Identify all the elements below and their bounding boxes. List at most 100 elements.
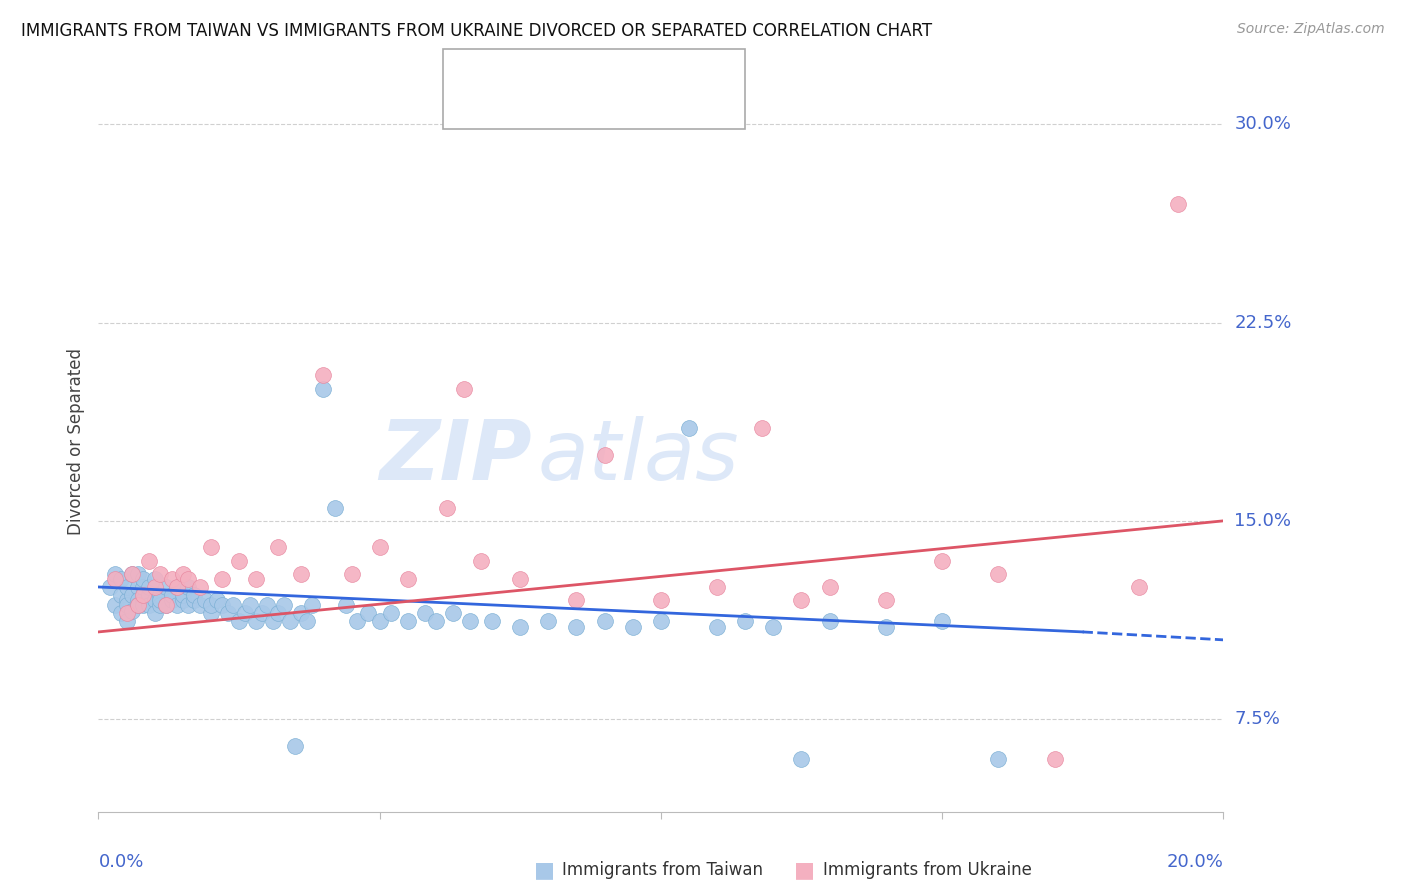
Point (222, 599, 245, 613)
Text: 22.5%: 22.5% (1234, 314, 1292, 332)
Text: ■: ■ (794, 860, 815, 880)
Point (132, 599, 155, 613)
Point (1128, 580, 1150, 594)
Point (143, 580, 166, 594)
Point (790, 752, 813, 766)
Point (155, 580, 177, 594)
Point (121, 604, 143, 618)
Text: 0.0%: 0.0% (98, 854, 143, 871)
Text: Source: ZipAtlas.com: Source: ZipAtlas.com (1237, 22, 1385, 37)
Point (931, 615, 953, 629)
Point (127, 593, 149, 607)
Point (143, 593, 166, 607)
Point (115, 607, 138, 621)
Point (200, 599, 222, 613)
Point (273, 599, 295, 613)
Point (110, 607, 132, 621)
Point (470, 553, 492, 567)
Point (200, 541, 222, 555)
Point (233, 607, 256, 621)
Point (228, 615, 250, 629)
Point (301, 599, 323, 613)
Point (211, 572, 233, 586)
Point (368, 541, 391, 555)
Point (425, 615, 447, 629)
Point (593, 615, 616, 629)
Point (160, 593, 183, 607)
Text: 30.0%: 30.0% (1234, 115, 1291, 133)
Point (323, 500, 346, 515)
Point (127, 599, 149, 613)
Point (160, 572, 183, 586)
Point (115, 615, 138, 629)
Point (127, 599, 149, 613)
Point (262, 615, 284, 629)
Point (441, 607, 464, 621)
Point (110, 572, 132, 586)
Point (453, 382, 475, 396)
Point (228, 553, 250, 567)
Point (436, 500, 458, 515)
Point (295, 615, 318, 629)
Point (706, 620, 728, 634)
Point (396, 615, 419, 629)
Point (115, 599, 138, 613)
Point (565, 620, 588, 634)
Point (104, 599, 127, 613)
Text: R =  0.269   N = 41: R = 0.269 N = 41 (485, 100, 692, 119)
Point (509, 620, 531, 634)
Point (104, 566, 127, 581)
Point (155, 599, 177, 613)
Point (509, 572, 531, 586)
Point (734, 615, 756, 629)
Point (149, 588, 172, 602)
Point (132, 588, 155, 602)
Point (138, 588, 160, 602)
Point (565, 593, 588, 607)
Point (138, 553, 160, 567)
Point (593, 448, 616, 462)
Text: ■: ■ (457, 100, 475, 119)
Point (239, 599, 262, 613)
Point (1043, 752, 1066, 766)
Point (312, 382, 335, 396)
Point (380, 607, 402, 621)
Point (818, 580, 841, 594)
Point (396, 572, 419, 586)
Point (121, 588, 143, 602)
Point (177, 599, 200, 613)
Point (127, 580, 149, 594)
Point (149, 566, 172, 581)
Point (481, 615, 503, 629)
Point (284, 739, 307, 753)
Point (132, 572, 155, 586)
Point (706, 580, 728, 594)
Point (245, 572, 267, 586)
Point (98, 580, 121, 594)
Point (413, 607, 436, 621)
Point (875, 620, 897, 634)
Text: ZIP: ZIP (378, 416, 531, 497)
Point (143, 572, 166, 586)
Point (621, 620, 644, 634)
Point (177, 580, 200, 594)
Point (138, 580, 160, 594)
Y-axis label: Divorced or Separated: Divorced or Separated (66, 348, 84, 535)
Point (790, 593, 813, 607)
Point (245, 615, 267, 629)
Point (149, 593, 172, 607)
Text: IMMIGRANTS FROM TAIWAN VS IMMIGRANTS FROM UKRAINE DIVORCED OR SEPARATED CORRELAT: IMMIGRANTS FROM TAIWAN VS IMMIGRANTS FRO… (21, 22, 932, 40)
Point (188, 580, 211, 594)
Point (1167, 196, 1189, 211)
Point (987, 752, 1010, 766)
Point (751, 421, 773, 435)
Point (211, 599, 233, 613)
Point (290, 607, 312, 621)
Point (340, 566, 363, 581)
Point (172, 566, 194, 581)
Point (256, 599, 278, 613)
Point (172, 588, 194, 602)
Text: Immigrants from Taiwan: Immigrants from Taiwan (562, 861, 763, 879)
Text: R = -0.207   N = 92: R = -0.207 N = 92 (485, 62, 692, 80)
Text: Immigrants from Ukraine: Immigrants from Ukraine (823, 861, 1032, 879)
